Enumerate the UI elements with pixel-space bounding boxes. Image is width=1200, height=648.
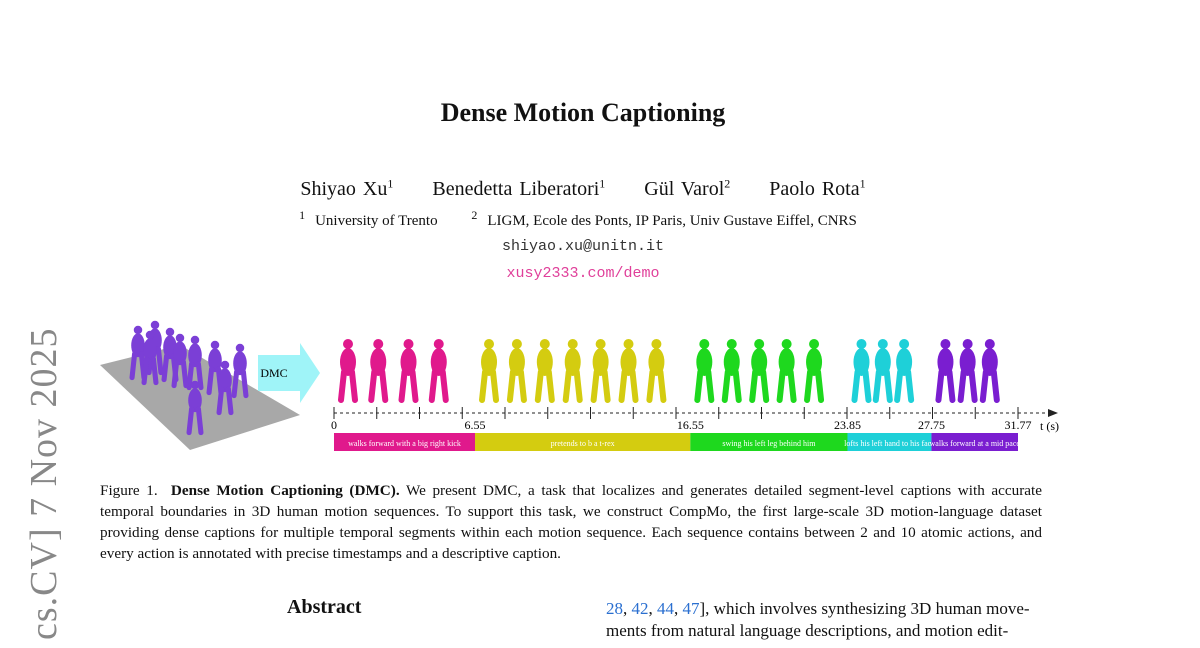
segment-caption: walks forward at a mid pace bbox=[930, 439, 1021, 448]
motion-silhouettes bbox=[338, 339, 1000, 403]
segment-caption: swing his left leg behind him bbox=[722, 439, 816, 448]
human-silhouette bbox=[171, 333, 189, 389]
human-silhouette bbox=[428, 339, 449, 403]
segment-bar bbox=[847, 433, 932, 451]
human-silhouette bbox=[721, 339, 742, 403]
human-silhouette bbox=[590, 339, 611, 403]
segment-bar bbox=[475, 433, 691, 451]
human-silhouette bbox=[957, 339, 978, 403]
human-silhouette bbox=[646, 339, 667, 403]
human-silhouette bbox=[804, 339, 825, 403]
human-silhouette bbox=[479, 339, 500, 403]
human-silhouette bbox=[141, 330, 159, 386]
human-silhouette bbox=[562, 339, 583, 403]
author: Shiyao Xu1 bbox=[300, 176, 394, 200]
human-silhouette bbox=[749, 339, 770, 403]
human-silhouette bbox=[186, 380, 204, 436]
segment-caption: lofts his left hand to his face bbox=[844, 439, 935, 448]
paper-title: Dense Motion Captioning bbox=[440, 98, 726, 127]
tick-label: 6.55 bbox=[465, 418, 486, 432]
email: shiyao.xu@unitn.it bbox=[501, 238, 665, 255]
segment-bar bbox=[931, 433, 1018, 451]
human-silhouette bbox=[534, 339, 555, 403]
segment-bar bbox=[334, 433, 476, 451]
segment-caption: pretends to b a t-rex bbox=[551, 439, 615, 448]
tick-label: 27.75 bbox=[918, 418, 945, 432]
affiliation: 2 LIGM, Ecole des Ponts, IP Paris, Univ G… bbox=[471, 208, 857, 229]
human-silhouette bbox=[872, 339, 893, 403]
segment-bar bbox=[690, 433, 848, 451]
human-silhouette bbox=[186, 335, 204, 391]
author-list: Shiyao Xu1 Benedetta Liberatori1 Gül Var… bbox=[0, 176, 1166, 201]
author: Paolo Rota1 bbox=[769, 176, 866, 200]
human-silhouette bbox=[398, 339, 419, 403]
tick-label: 23.85 bbox=[834, 418, 861, 432]
human-silhouette bbox=[979, 339, 1000, 403]
tick-label: 16.55 bbox=[677, 418, 704, 432]
human-silhouette bbox=[368, 339, 389, 403]
human-silhouette bbox=[935, 339, 956, 403]
affiliation: 1 University of Trento bbox=[299, 208, 438, 229]
demo-link[interactable]: xusy2333.com/demo bbox=[506, 265, 660, 282]
human-silhouette bbox=[338, 339, 358, 403]
dmc-arrow: DMC bbox=[258, 343, 320, 403]
human-silhouette bbox=[231, 343, 249, 399]
tick-label: 0 bbox=[331, 418, 337, 432]
affiliations: 1 University of Trento 2 LIGM, Ecole des P… bbox=[0, 208, 1166, 230]
human-silhouette bbox=[776, 339, 797, 403]
human-silhouette bbox=[851, 339, 872, 403]
human-silhouette bbox=[216, 360, 234, 416]
author: Benedetta Liberatori1 bbox=[432, 176, 606, 200]
segment-caption: walks forward with a big right kick bbox=[348, 439, 461, 448]
figure-1: DMC t (s) 0 6.55 16.55 23.85 27.75 31.77 walk… bbox=[100, 320, 1059, 451]
tick-label: 31.77 bbox=[1005, 418, 1032, 432]
human-silhouette bbox=[506, 339, 527, 403]
human-silhouette bbox=[694, 339, 715, 403]
author: Gül Varol2 bbox=[644, 176, 731, 200]
arrow-label: DMC bbox=[260, 366, 287, 380]
body-text: 28, 42, 44, 47], which involves synthesi… bbox=[606, 599, 1030, 640]
motion-floor-illustration bbox=[100, 320, 300, 450]
timeline-axis: t (s) bbox=[334, 409, 1059, 433]
abstract-heading: Abstract bbox=[287, 596, 362, 618]
human-silhouette bbox=[618, 339, 639, 403]
axis-label: t (s) bbox=[1040, 419, 1059, 433]
figure-caption: Figure 1. Dense Motion Captioning (DMC).… bbox=[100, 482, 1043, 562]
human-silhouette bbox=[894, 339, 915, 403]
